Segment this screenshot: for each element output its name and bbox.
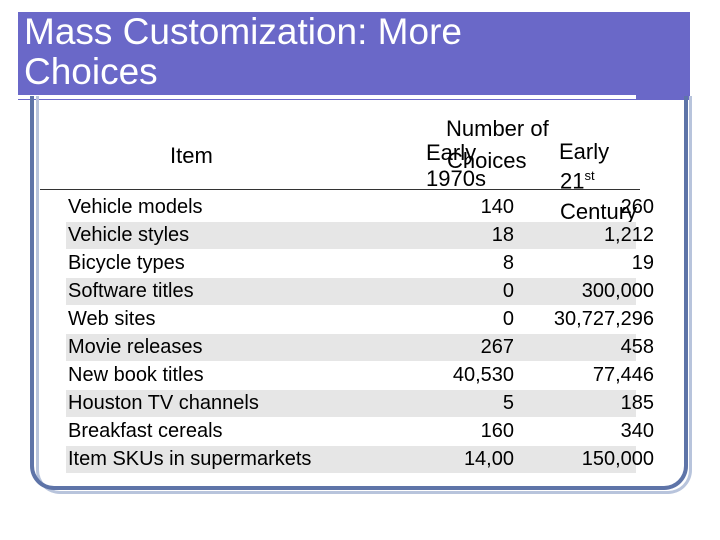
content-frame [30,96,688,490]
table-row: Vehicle styles 18 1,212 [66,222,654,249]
row-item: Web sites [68,308,156,330]
frame-shadow [36,96,692,494]
title-bar [18,12,690,100]
row-early-1970s: 0 [502,280,514,302]
row-early-21st: 185 [620,392,654,414]
table-row: Houston TV channels 5 185 [66,390,654,417]
row-early-1970s: 5 [502,392,514,414]
row-early-21st: 260 [620,196,654,218]
header-choices: Choices [447,148,527,173]
table-row: Movie releases 267 458 [66,334,654,361]
header-century: Century [560,199,638,224]
row-item: Vehicle styles [68,224,190,246]
row-item: Breakfast cereals [68,420,223,442]
row-early-1970s: 160 [480,420,514,442]
table-row: Item SKUs in supermarkets 14,00 150,000 [66,446,654,473]
header-21st: 21st [560,168,595,194]
row-early-21st: 30,727,296 [553,308,654,330]
row-early-21st: 340 [620,420,654,442]
row-item: Movie releases [68,336,203,358]
row-early-1970s: 18 [491,224,514,246]
row-early-21st: 300,000 [581,280,654,302]
table-row: Breakfast cereals 160 340 [66,418,654,445]
table-row: Bicycle types 8 19 [66,250,654,277]
row-item: Houston TV channels [68,392,259,414]
table-row: New book titles 40,530 77,446 [66,362,654,389]
slide-title: Mass Customization: More Choices [24,12,462,92]
row-early-1970s: 0 [502,308,514,330]
row-early-1970s: 8 [502,252,514,274]
row-item: Vehicle models [68,196,203,218]
header-number-of: Number of [446,116,549,141]
row-early-21st: 77,446 [592,364,654,386]
row-early-1970s: 14,00 [463,448,514,470]
header-early-1970s-early: Early [426,140,477,165]
row-item: Software titles [68,280,194,302]
row-item: Item SKUs in supermarkets [68,448,312,470]
row-early-1970s: 267 [480,336,514,358]
slide-title-line2: Choices [24,51,158,92]
header-1970s: 1970s [426,166,486,191]
row-early-1970s: 40,530 [452,364,514,386]
title-underline [18,95,636,99]
table-row: Vehicle models 140 260 [66,194,654,221]
row-early-21st: 1,212 [603,224,654,246]
row-item: New book titles [68,364,204,386]
header-item: Item [170,143,213,168]
header-early-21st-early: Early [559,139,610,164]
table-row: Software titles 0 300,000 [66,278,654,305]
slide-title-line1: Mass Customization: More [24,11,462,52]
header-rule [40,189,640,190]
row-early-21st: 19 [631,252,654,274]
row-item: Bicycle types [68,252,185,274]
header-st: st [584,168,595,183]
row-early-21st: 150,000 [581,448,654,470]
table-row: Web sites 0 30,727,296 [66,306,654,333]
row-early-21st: 458 [620,336,654,358]
row-early-1970s: 140 [480,196,514,218]
